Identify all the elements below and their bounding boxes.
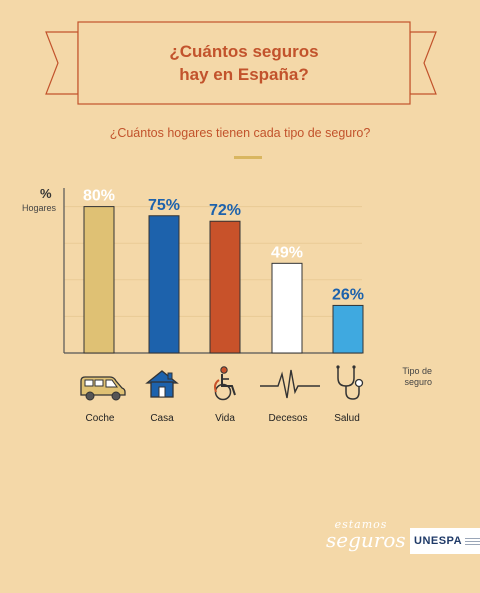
data-label-coche: 80%: [83, 188, 115, 205]
brand-script-line-1: estamos: [334, 518, 388, 531]
bar-decesos: [271, 262, 303, 354]
category-label-coche: Coche: [85, 413, 115, 424]
house-icon: [145, 370, 179, 398]
y-axis-label: Hogares: [22, 203, 57, 213]
title-banner: [45, 21, 437, 105]
data-label-salud: 26%: [332, 286, 364, 303]
bar-vida: [209, 220, 241, 354]
ribbon-body: [77, 21, 411, 105]
category-label-casa: Casa: [150, 413, 174, 424]
bar-casa: [148, 215, 180, 354]
chart-subtitle: ¿Cuántos hogares tienen cada tipo de seg…: [109, 126, 371, 140]
bar-salud: [332, 304, 364, 354]
category-label-decesos: Decesos: [268, 413, 308, 424]
bar-coche: [83, 206, 115, 354]
brand-script-line-2: seguros: [326, 528, 406, 552]
title-line-1: ¿Cuántos seguros: [169, 42, 319, 61]
x-axis-label: Tipo de seguro: [402, 366, 432, 387]
title-line-2: hay en España?: [179, 65, 309, 84]
divider: [234, 156, 262, 159]
unespa-logo: UNESPA: [410, 528, 480, 554]
data-label-decesos: 49%: [271, 244, 303, 261]
stethoscope-icon: [336, 365, 364, 400]
y-axis-unit: %: [40, 186, 52, 201]
van-icon: [80, 376, 126, 401]
brand-script-logo: estamos seguros: [326, 518, 406, 552]
category-label-salud: Salud: [334, 413, 360, 424]
data-label-vida: 72%: [209, 202, 241, 219]
data-label-casa: 75%: [148, 197, 180, 214]
ribbon-left-tail: [45, 31, 79, 95]
category-label-vida: Vida: [215, 413, 235, 424]
wheelchair-icon: [214, 366, 236, 401]
heartbeat-icon: [260, 369, 320, 399]
unespa-logo-tagline-mark: [465, 537, 480, 546]
unespa-logo-text: UNESPA: [414, 535, 463, 547]
page-title: ¿Cuántos seguros hay en España?: [78, 22, 410, 104]
